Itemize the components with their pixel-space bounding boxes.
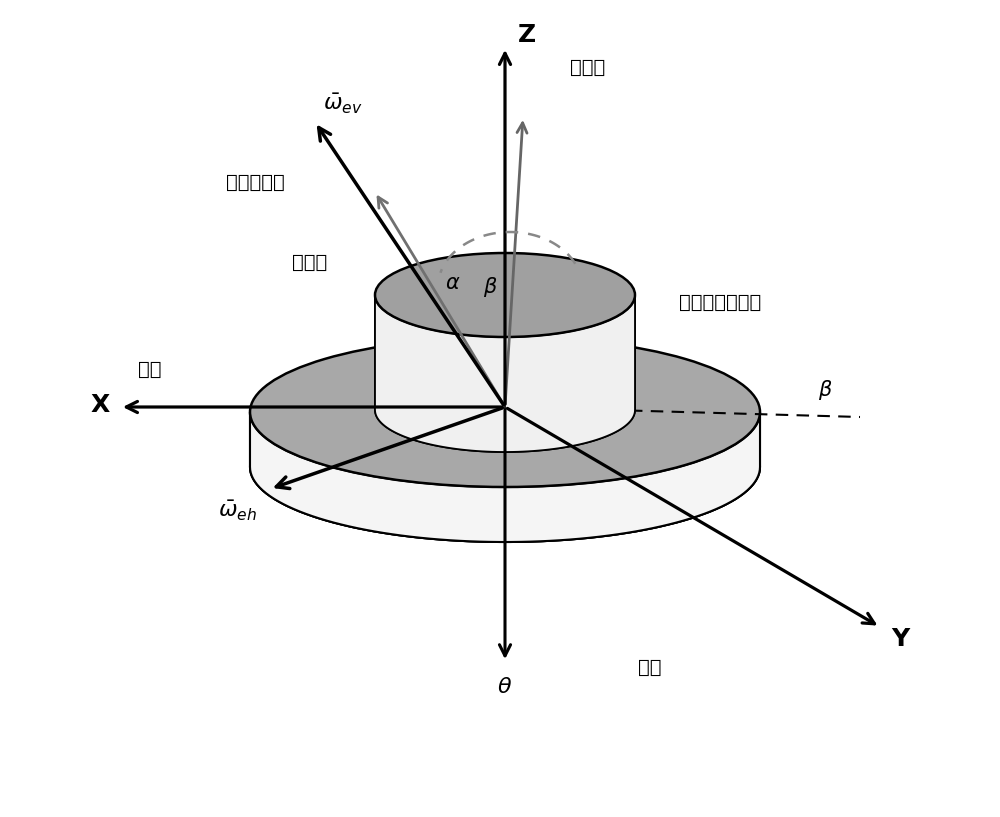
Ellipse shape (250, 392, 760, 542)
Polygon shape (375, 295, 635, 452)
Ellipse shape (375, 253, 635, 337)
Polygon shape (250, 412, 760, 542)
Polygon shape (375, 295, 635, 452)
Text: $\bar{\omega}_{ev}$: $\bar{\omega}_{ev}$ (323, 92, 363, 116)
Text: Y: Y (891, 627, 909, 651)
Text: $\theta$: $\theta$ (497, 677, 513, 697)
Polygon shape (250, 412, 760, 542)
Text: $\beta$: $\beta$ (483, 275, 497, 299)
Text: 转台: 转台 (638, 658, 662, 676)
Text: X: X (90, 393, 110, 417)
Ellipse shape (250, 337, 760, 487)
Text: 敏感轴: 敏感轴 (292, 252, 328, 271)
Text: $\bar{\omega}_{eh}$: $\bar{\omega}_{eh}$ (218, 499, 258, 523)
Text: $\beta$: $\beta$ (818, 378, 832, 402)
Text: 激光陀螺测角仪: 激光陀螺测角仪 (679, 292, 761, 311)
Text: $\alpha$: $\alpha$ (445, 273, 461, 293)
Text: 输入基准轴: 输入基准轴 (226, 172, 284, 191)
Text: 回转轴: 回转轴 (570, 57, 605, 77)
Text: Z: Z (518, 23, 536, 47)
Text: 北向: 北向 (138, 359, 162, 378)
